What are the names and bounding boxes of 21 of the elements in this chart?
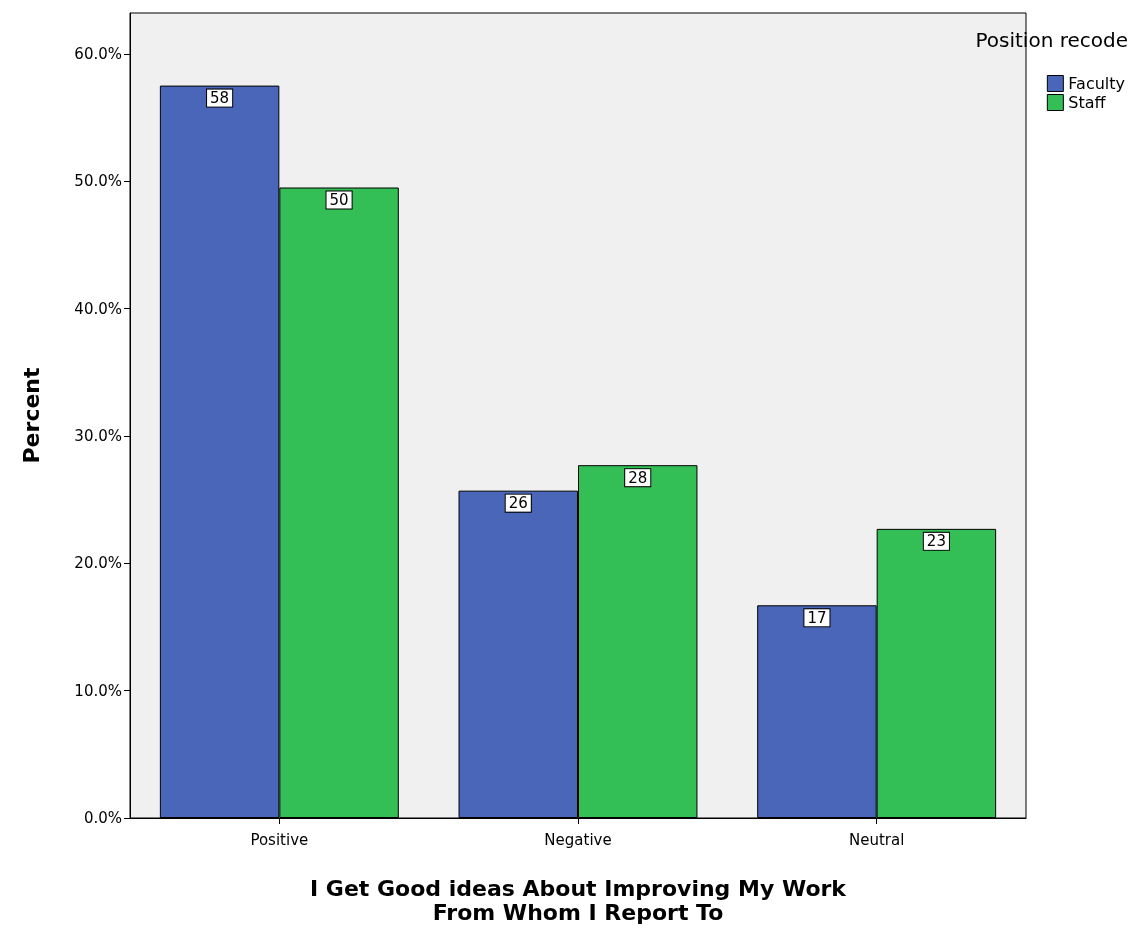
legend-title: Position recode	[975, 28, 1129, 52]
x-axis-title: I Get Good ideas About Improving My Work From Whom I Report To	[310, 875, 848, 925]
data-label: 50	[329, 191, 349, 209]
y-axis-title: Percent	[18, 367, 44, 464]
data-label: 17	[807, 608, 827, 627]
legend-label: Faculty	[1068, 74, 1126, 93]
y-tick-label: 60.0%	[74, 44, 122, 63]
data-label: 26	[508, 494, 528, 513]
data-label: 58	[210, 89, 230, 108]
x-tick-label: Negative	[544, 830, 612, 849]
y-tick-label: 30.0%	[74, 426, 122, 445]
data-label: 28	[628, 468, 648, 487]
data-label: 23	[926, 532, 946, 551]
legend-label: Staff	[1068, 93, 1107, 112]
y-tick-label: 20.0%	[74, 554, 122, 573]
y-tick-label: 50.0%	[74, 172, 122, 191]
x-tick-label: Positive	[250, 830, 309, 849]
y-tick-label: 40.0%	[74, 299, 122, 318]
y-tick-label: 0.0%	[83, 809, 122, 827]
x-tick-label: Neutral	[848, 830, 905, 849]
y-tick-label: 10.0%	[74, 681, 122, 700]
